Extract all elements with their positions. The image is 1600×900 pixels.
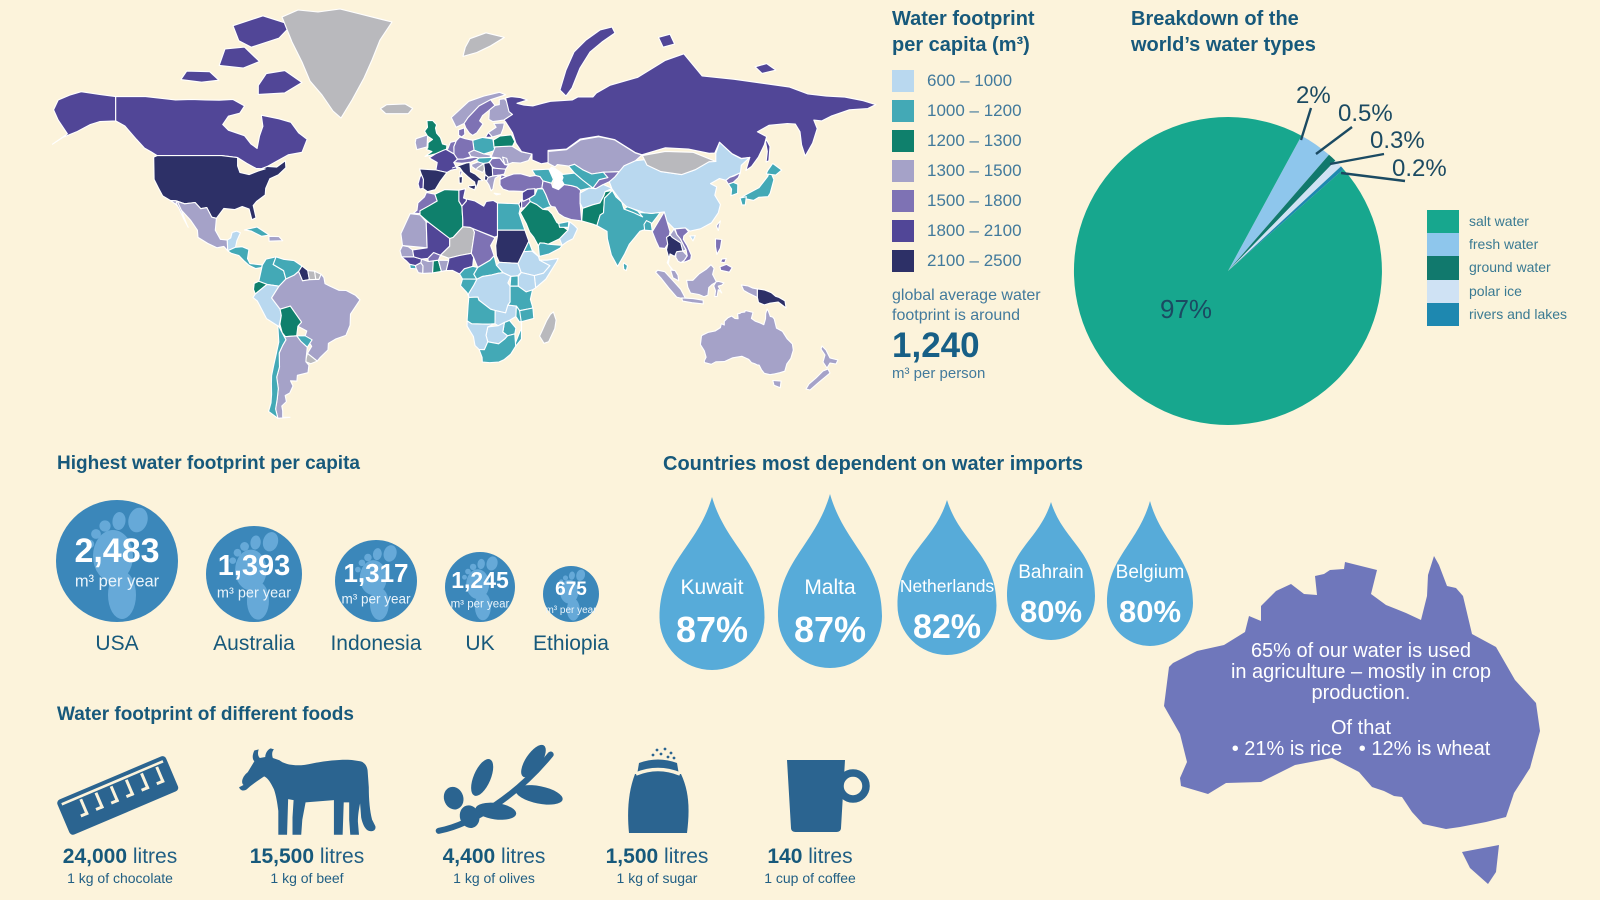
svg-text:Belgium: Belgium [1116,562,1185,583]
svg-text:UK: UK [465,632,494,655]
svg-text:Netherlands: Netherlands [900,576,995,596]
svg-text:Indonesia: Indonesia [330,632,421,655]
svg-text:• 21% is rice • 12% is wheat: • 21% is rice • 12% is wheat [1232,738,1491,760]
svg-text:m³ per year: m³ per year [545,605,597,616]
svg-text:m³ per year: m³ per year [75,573,160,591]
svg-text:Bahrain: Bahrain [1018,562,1084,583]
svg-text:80%: 80% [1020,594,1082,629]
svg-text:m³ per year: m³ per year [217,586,291,602]
svg-text:Australia: Australia [213,632,295,655]
svg-text:80%: 80% [1119,594,1181,629]
svg-text:65% of our water is used: 65% of our water is used [1251,640,1471,662]
svg-text:82%: 82% [913,608,981,646]
svg-text:1,317: 1,317 [343,558,408,588]
svg-text:m³ per year: m³ per year [451,599,510,611]
svg-text:production.: production. [1312,682,1411,704]
svg-text:2,483: 2,483 [74,532,159,570]
svg-text:Of that: Of that [1331,717,1391,739]
svg-text:1,245: 1,245 [451,567,509,593]
svg-text:in agriculture – mostly in cro: in agriculture – mostly in crop [1231,661,1491,683]
svg-text:675: 675 [555,579,587,600]
svg-text:87%: 87% [794,609,866,650]
svg-text:USA: USA [95,632,138,655]
svg-text:Kuwait: Kuwait [680,576,743,599]
svg-text:1,393: 1,393 [218,550,291,582]
svg-text:m³ per year: m³ per year [341,592,411,607]
svg-text:Malta: Malta [804,576,856,599]
svg-text:Ethiopia: Ethiopia [533,632,609,655]
svg-text:87%: 87% [676,609,748,650]
